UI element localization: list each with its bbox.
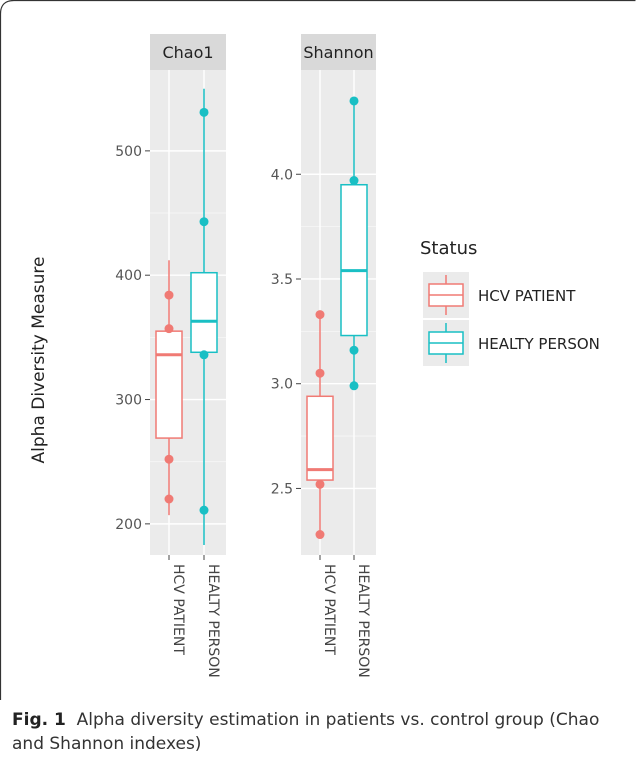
data-point (315, 530, 325, 540)
figure-border (0, 0, 636, 700)
y-tick-label: 3.5 (271, 272, 293, 288)
x-tick-label: HCV PATIENT (321, 564, 337, 655)
data-point (349, 381, 359, 391)
y-tick-label: 300 (115, 393, 142, 409)
data-point (199, 505, 209, 515)
y-tick-label: 400 (115, 268, 142, 284)
legend-entry-label: HCV PATIENT (478, 287, 576, 305)
box-iqr (190, 271, 218, 354)
data-point (199, 217, 209, 227)
y-tick-label: 500 (115, 144, 142, 160)
y-tick-label: 3.0 (271, 377, 293, 393)
data-point (199, 107, 209, 117)
box-iqr (155, 330, 183, 439)
data-point (164, 324, 174, 334)
data-point (164, 494, 174, 504)
y-tick-label: 4.0 (271, 167, 293, 183)
data-point (315, 479, 325, 489)
data-point (315, 310, 325, 320)
box-plot-chart: Chao1 200 300 400 500 HCV PATIENT HEALTY PERSO… (0, 0, 636, 700)
x-tick-label: HCV PATIENT (170, 564, 186, 655)
data-point (315, 368, 325, 378)
y-axis-title: Alpha Diversity Measure (29, 256, 49, 463)
legend-title: Status (420, 238, 477, 259)
figure-caption: Fig. 1 Alpha diversity estimation in pat… (12, 708, 622, 756)
data-point (164, 454, 174, 464)
legend-entry-label: HEALTY PERSON (478, 335, 600, 353)
panel-strip-label: Chao1 (162, 43, 213, 62)
y-tick-label: 2.5 (271, 481, 293, 497)
box-iqr (340, 183, 368, 337)
data-point (349, 345, 359, 355)
caption-text: Alpha diversity estimation in patients v… (12, 710, 600, 754)
data-point (164, 290, 174, 300)
data-point (349, 176, 359, 186)
panel-strip (150, 34, 226, 70)
panel-strip (301, 34, 376, 70)
y-tick-label: 200 (115, 517, 142, 533)
box-iqr (306, 395, 334, 481)
x-tick-label: HEALTY PERSON (355, 564, 371, 678)
caption-label: Fig. 1 (12, 710, 66, 730)
panel-strip-label: Shannon (303, 43, 373, 62)
data-point (349, 96, 359, 106)
data-point (199, 350, 209, 360)
x-tick-label: HEALTY PERSON (205, 564, 221, 678)
